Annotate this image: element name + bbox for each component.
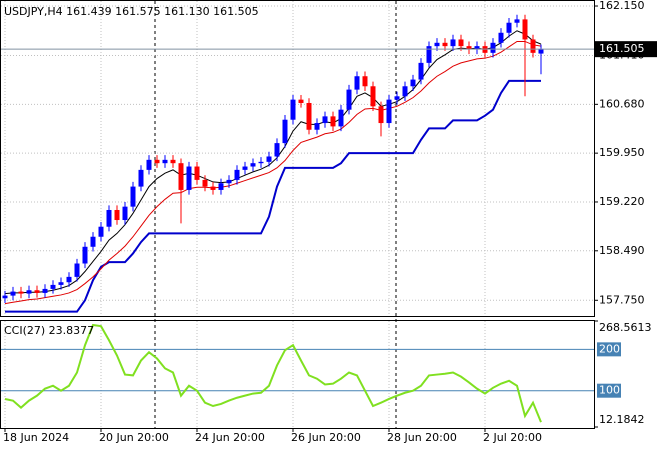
- candle-body: [354, 76, 360, 90]
- y-tick-label: 159.950: [599, 146, 645, 159]
- candle-body: [410, 79, 416, 87]
- candle-body: [450, 39, 456, 47]
- candle-body: [514, 19, 520, 23]
- candle-body: [18, 291, 24, 294]
- main-panel: [0, 0, 595, 317]
- indicator-panel: [0, 320, 595, 429]
- candle-body: [146, 159, 152, 170]
- y-tick-label: 158.490: [599, 244, 645, 257]
- candle-body: [42, 288, 48, 293]
- ma-fast-line: [4, 30, 542, 295]
- candle-body: [274, 143, 280, 157]
- y-tick-label: 268.5613: [599, 321, 652, 334]
- candle-body: [50, 284, 56, 289]
- candle-body: [242, 166, 248, 170]
- candle-body: [130, 186, 136, 207]
- y-tick-label: 160.680: [599, 97, 645, 110]
- candle-body: [98, 226, 104, 237]
- y-tick-label: 162.150: [599, 0, 645, 12]
- candle-body: [338, 109, 344, 127]
- candle-body: [298, 99, 304, 103]
- candle-body: [90, 236, 96, 247]
- candle-body: [506, 22, 512, 33]
- indicator-title: CCI(27) 23.8377: [4, 324, 94, 337]
- last-price-tag: [595, 41, 657, 58]
- x-tick-label: 24 Jun 20:00: [195, 431, 265, 444]
- x-tick-label: 18 Jun 2024: [3, 431, 69, 444]
- stop-line: [5, 79, 541, 313]
- candle-body: [2, 295, 8, 299]
- candle-body: [498, 32, 504, 43]
- candle-body: [82, 246, 88, 264]
- candle-body: [210, 186, 216, 190]
- candle-body: [250, 163, 256, 167]
- candle-body: [426, 46, 432, 63]
- candle-body: [218, 183, 224, 190]
- candle-body: [290, 99, 296, 120]
- candle-body: [114, 209, 120, 221]
- candle-body: [202, 179, 208, 187]
- candle-body: [530, 39, 536, 53]
- y-tick-label: 159.220: [599, 195, 645, 208]
- candle-body: [258, 161, 264, 164]
- candle-body: [474, 46, 480, 50]
- candle-body: [34, 290, 40, 293]
- cci-line: [4, 323, 542, 423]
- candle-body: [178, 163, 184, 190]
- level-tag: [597, 383, 621, 398]
- candle-body: [170, 159, 176, 164]
- candle-body: [26, 290, 32, 294]
- candle-body: [122, 206, 128, 221]
- ma-slow-line: [4, 40, 542, 305]
- candle-body: [314, 123, 320, 130]
- candle-body: [154, 159, 160, 164]
- y-tick-label: 12.1842: [599, 413, 645, 426]
- level-label: 200: [599, 342, 620, 355]
- candle-body: [442, 42, 448, 47]
- candle-body: [66, 276, 72, 283]
- candle-body: [186, 166, 192, 190]
- level-label: 100: [599, 384, 620, 397]
- candle-body: [282, 119, 288, 144]
- candle-body: [418, 62, 424, 80]
- candle-body: [58, 282, 64, 285]
- candle-body: [266, 156, 272, 162]
- candle-body: [106, 209, 112, 227]
- candle-body: [458, 39, 464, 47]
- candle-body: [322, 116, 328, 124]
- candle-body: [466, 46, 472, 50]
- candle-body: [378, 106, 384, 124]
- candle-body: [490, 42, 496, 53]
- candle-body: [402, 86, 408, 97]
- x-tick-label: 2 Jul 20:00: [483, 431, 542, 444]
- x-tick-label: 20 Jun 20:00: [99, 431, 169, 444]
- candle-body: [370, 86, 376, 107]
- x-tick-label: 26 Jun 20:00: [291, 431, 361, 444]
- candle-body: [522, 19, 528, 40]
- candle-body: [10, 291, 16, 296]
- y-tick-label: 157.750: [599, 293, 645, 306]
- candle-body: [234, 169, 240, 180]
- candle-body: [362, 76, 368, 87]
- candle-body: [330, 116, 336, 127]
- candle-body: [226, 179, 232, 184]
- chart-title: USDJPY,H4 161.439 161.575 161.130 161.50…: [4, 5, 259, 18]
- candle-body: [194, 166, 200, 180]
- x-tick-label: 28 Jun 20:00: [387, 431, 457, 444]
- candle-body: [74, 263, 80, 277]
- last-price-label: 161.505: [599, 42, 645, 55]
- level-tag: [597, 342, 621, 357]
- candle-body: [306, 102, 312, 130]
- candle-body: [138, 169, 144, 187]
- candle-body: [538, 49, 544, 54]
- candle-body: [434, 42, 440, 47]
- candle-body: [386, 99, 392, 124]
- candle-body: [346, 89, 352, 110]
- candle-body: [162, 159, 168, 164]
- candle-body: [394, 96, 400, 100]
